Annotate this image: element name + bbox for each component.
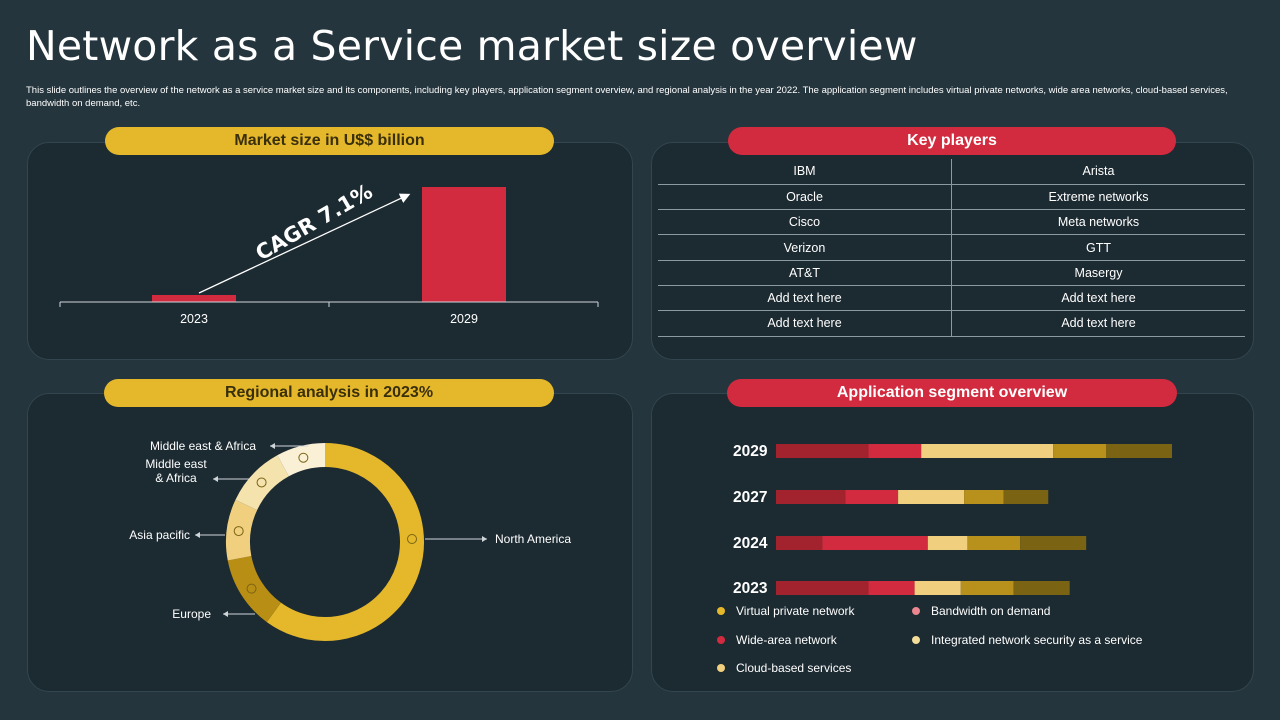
table-cell: GTT	[951, 234, 1245, 261]
legend-dot-icon	[912, 607, 920, 615]
legend-item: Integrated network security as a service	[912, 633, 1142, 647]
table-row: Oracle Extreme networks	[658, 184, 1245, 211]
stacked-bar-segment	[1003, 490, 1049, 504]
slice-marker	[233, 526, 244, 537]
table-cell: Meta networks	[951, 209, 1245, 236]
table-cell: Extreme networks	[951, 184, 1245, 211]
stacked-bar-segment	[960, 581, 1014, 595]
bar-2023	[152, 295, 236, 302]
key-players-header: Key players	[728, 127, 1176, 155]
slice-label: Europe	[172, 607, 211, 621]
table-row: Cisco Meta networks	[658, 209, 1245, 236]
table-cell: Masergy	[951, 260, 1245, 286]
stacked-bar-segment	[868, 444, 922, 458]
stacked-bar-segment	[1013, 581, 1070, 595]
leader-arrowhead-icon	[195, 532, 200, 538]
slice-label: North America	[495, 532, 571, 546]
x-tick-label: 2023	[180, 312, 208, 326]
regional-panel	[27, 393, 633, 692]
table-cell: Verizon	[658, 234, 952, 261]
cagr-arrow	[198, 193, 411, 294]
stacked-bar-segment	[868, 581, 915, 595]
y-category-label: 2029	[733, 443, 768, 460]
slice-marker	[298, 452, 309, 463]
stacked-bar-segment	[964, 490, 1004, 504]
x-tick-label: 2029	[450, 312, 478, 326]
slice-label: Middle east & Africa	[145, 457, 207, 485]
table-row: Add text here Add text here	[658, 310, 1245, 337]
table-row: IBM Arista	[658, 159, 1245, 185]
stacked-bar-segment	[776, 536, 823, 550]
legend-dot-icon	[717, 607, 725, 615]
legend-item: Virtual private network	[717, 604, 855, 618]
application-segment-chart: 2029 2027 2024 2023	[733, 443, 1172, 597]
table-row: Verizon GTT	[658, 234, 1245, 261]
y-category-label: 2023	[733, 580, 768, 597]
market-size-panel	[27, 142, 633, 360]
legend-item: Bandwidth on demand	[912, 604, 1050, 618]
slice-marker	[246, 583, 257, 594]
legend-dot-icon	[717, 664, 725, 672]
leader-arrowhead-icon	[482, 536, 487, 542]
bar-2029	[422, 187, 506, 302]
table-cell: Oracle	[658, 184, 952, 211]
table-row: Add text here Add text here	[658, 285, 1245, 312]
stacked-bar-segment	[927, 536, 968, 550]
slice-label: Asia pacific	[129, 528, 190, 542]
table-cell: Arista	[951, 159, 1245, 185]
stacked-bar-segment	[967, 536, 1021, 550]
legend-dot-icon	[912, 636, 920, 644]
table-cell: Add text here	[658, 310, 952, 337]
legend-dot-icon	[717, 636, 725, 644]
donut-slice	[266, 443, 424, 641]
table-cell: Add text here	[658, 285, 952, 312]
key-players-table: IBM Arista Oracle Extreme networks Cisco Meta…	[658, 159, 1245, 337]
y-category-label: 2024	[733, 535, 768, 552]
slice-label-line: & Africa	[155, 471, 197, 485]
stacked-bar-segment	[1053, 444, 1106, 458]
stacked-bar-segment	[914, 581, 961, 595]
y-category-label: 2027	[733, 489, 767, 506]
regional-donut-chart: North America Europe Asia pacific Middle ea…	[129, 439, 571, 641]
slice-label: Middle east & Africa	[150, 439, 256, 453]
stacked-bar-segment	[898, 490, 965, 504]
legend-label: Integrated network security as a service	[931, 633, 1143, 647]
stacked-bar-segment	[1020, 536, 1087, 550]
stacked-bar-segment	[776, 444, 869, 458]
stacked-bar-segment	[921, 444, 1054, 458]
page-subtitle: This slide outlines the overview of the …	[26, 85, 1228, 109]
application-header: Application segment overview	[727, 379, 1177, 407]
legend-label: Wide-area network	[736, 633, 837, 647]
stacked-bar-segment	[845, 490, 899, 504]
market-size-header: Market size in U$$ billion	[105, 127, 554, 155]
legend-label: Bandwidth on demand	[931, 604, 1051, 618]
legend-item: Cloud-based services	[717, 661, 851, 675]
table-cell: Add text here	[951, 310, 1245, 337]
table-cell: IBM	[658, 159, 952, 185]
market-size-chart: 2023 2029 CAGR 7.1%	[59, 179, 599, 326]
stacked-bar-segment	[1106, 444, 1172, 458]
stacked-bar-segment	[776, 581, 869, 595]
legend-label: Virtual private network	[736, 604, 855, 618]
regional-header: Regional analysis in 2023%	[104, 379, 554, 407]
slice-marker	[256, 477, 267, 488]
slice-marker	[407, 534, 417, 544]
leader-arrowhead-icon	[223, 611, 228, 617]
stacked-bar-segment	[822, 536, 928, 550]
slice-label-line: Middle east	[145, 457, 207, 471]
table-row: AT&T Masergy	[658, 260, 1245, 286]
table-cell: AT&T	[658, 260, 952, 286]
donut-slice	[227, 555, 282, 623]
leader-arrowhead-icon	[270, 443, 275, 449]
cagr-label: CAGR 7.1%	[252, 179, 377, 265]
legend-label: Cloud-based services	[736, 661, 852, 675]
table-cell: Cisco	[658, 209, 952, 236]
leader-arrowhead-icon	[213, 476, 218, 482]
legend-item: Wide-area network	[717, 633, 837, 647]
page-title: Network as a Service market size overvie…	[26, 22, 918, 70]
table-cell: Add text here	[951, 285, 1245, 312]
stacked-bar-segment	[776, 490, 846, 504]
